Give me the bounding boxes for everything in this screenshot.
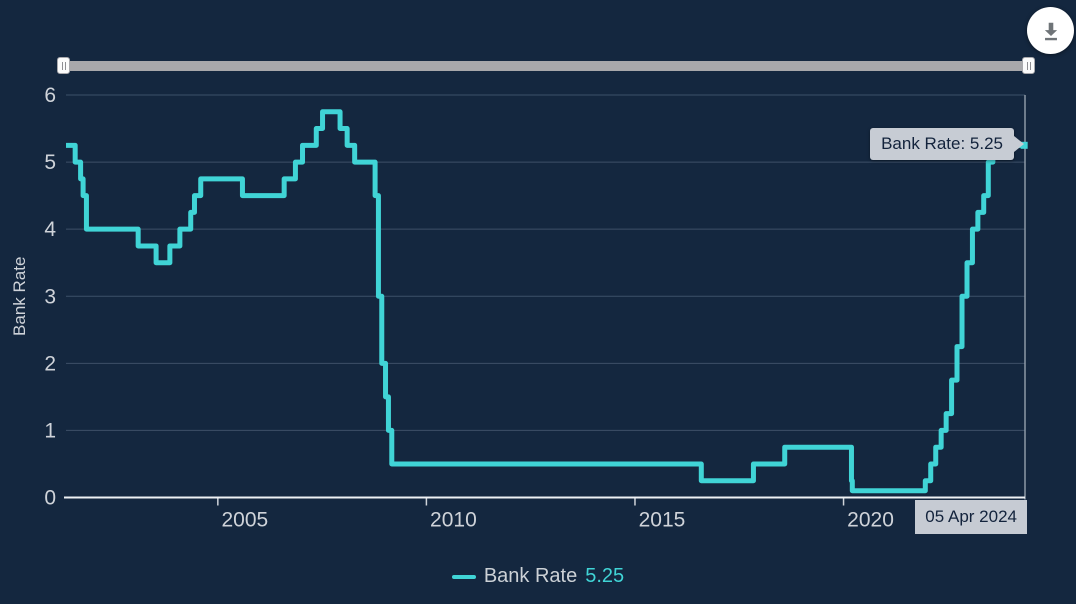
svg-text:2010: 2010 — [430, 509, 477, 532]
svg-text:2005: 2005 — [221, 509, 268, 532]
svg-text:0: 0 — [44, 487, 56, 510]
legend-value: 5.25 — [585, 565, 625, 587]
date-range-slider[interactable] — [57, 57, 1035, 75]
svg-text:4: 4 — [44, 218, 56, 241]
slider-handle-left[interactable] — [57, 57, 70, 74]
tooltip-text: Bank Rate: 5.25 — [881, 134, 1003, 153]
legend: Bank Rate 5.25 — [0, 565, 1076, 588]
svg-text:2015: 2015 — [639, 509, 686, 532]
svg-text:3: 3 — [44, 285, 56, 308]
tooltip: Bank Rate: 5.25 — [870, 128, 1024, 160]
crosshair-date-label: 05 Apr 2024 — [915, 500, 1027, 534]
legend-label: Bank Rate — [483, 565, 578, 587]
svg-text:6: 6 — [44, 84, 56, 107]
slider-handle-right[interactable] — [1022, 57, 1035, 74]
slider-track[interactable] — [62, 61, 1030, 71]
svg-text:Bank Rate: Bank Rate — [10, 257, 29, 336]
download-button[interactable] — [1027, 7, 1074, 54]
svg-text:5: 5 — [44, 151, 56, 174]
svg-text:1: 1 — [44, 419, 56, 442]
download-icon — [1044, 22, 1057, 40]
chart-plot-area[interactable]: 0 1 2 3 4 5 6 2005 2010 2015 2020 Bank Rate — [0, 0, 1076, 545]
legend-swatch — [451, 574, 476, 579]
legend-item-bank-rate[interactable]: Bank Rate 5.25 — [451, 565, 625, 588]
svg-text:2: 2 — [44, 352, 56, 375]
svg-text:2020: 2020 — [847, 509, 894, 532]
tooltip-arrow — [1014, 136, 1024, 152]
